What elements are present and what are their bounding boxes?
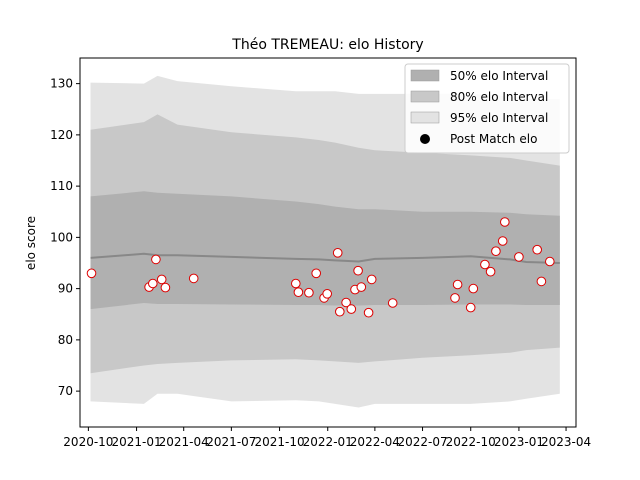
x-tick-label: 2021-10 [254,435,304,449]
x-tick-label: 2020-10 [63,435,113,449]
post-match-point [356,282,367,292]
post-match-point [468,283,479,294]
legend-label: 50% elo Interval [450,69,548,83]
post-match-point [188,273,199,284]
y-tick-label: 130 [50,77,73,91]
y-tick-label: 120 [50,128,73,142]
post-match-point [387,298,398,308]
legend: 50% elo Interval 80% elo Interval 95% elo … [404,63,570,154]
y-axis-ticks: 70 80 90 100 110 120 130 [50,77,80,398]
post-match-point [485,266,496,277]
legend-label: 80% elo Interval [450,90,548,104]
post-match-point [363,307,374,318]
y-tick-label: 90 [58,282,73,296]
post-match-point [86,268,97,279]
post-match-point [341,297,351,308]
x-tick-label: 2022-07 [397,435,447,449]
post-match-point [311,268,322,279]
post-match-point [450,293,460,303]
post-match-point [151,254,161,265]
post-match-point [500,217,510,227]
post-match-point [465,302,476,313]
post-match-point [545,256,555,267]
y-tick-label: 110 [50,179,73,193]
post-match-point [536,276,547,287]
post-match-point [491,246,501,256]
legend-swatch [410,111,440,124]
post-match-point [497,236,508,246]
post-match-point [366,274,377,285]
post-match-point [452,279,463,290]
legend-box [404,63,570,154]
post-match-point [532,244,543,255]
band-50-percent [90,191,560,310]
x-tick-label: 2021-04 [159,435,209,449]
x-tick-label: 2023-04 [541,435,591,449]
x-tick-label: 2022-01 [303,435,353,449]
plot-area [86,75,560,408]
mean-elo-line [90,252,560,264]
chart-title: Théo TREMEAU: elo History [231,37,423,53]
post-match-point [293,287,304,298]
post-match-point [160,282,171,293]
x-tick-label: 2022-10 [446,435,496,449]
legend-swatch [410,69,440,82]
post-match-point [156,274,167,285]
legend-label: Post Match elo [450,132,537,146]
y-tick-label: 70 [58,384,73,398]
legend-swatch [410,90,440,103]
post-match-point [322,289,333,299]
x-tick-label: 2022-04 [350,435,400,449]
post-match-point [480,259,490,270]
x-tick-label: 2021-07 [206,435,256,449]
post-match-point [148,278,158,289]
post-match-point [291,278,301,289]
post-match-point [353,265,363,276]
x-axis-ticks: 2020-102021-012021-042021-072021-102022-… [63,427,591,449]
legend-label: 95% elo Interval [450,111,548,125]
post-match-point [346,304,357,314]
x-tick-label: 2021-01 [111,435,161,449]
y-tick-label: 100 [50,230,73,244]
post-match-point [514,252,524,262]
y-tick-label: 80 [58,333,73,347]
post-match-point [335,306,345,317]
post-match-points [86,217,555,318]
legend-marker [420,134,430,144]
y-axis-label: elo score [24,216,38,270]
post-match-point [304,287,314,298]
post-match-point [332,248,343,258]
x-tick-label: 2023-01 [494,435,544,449]
